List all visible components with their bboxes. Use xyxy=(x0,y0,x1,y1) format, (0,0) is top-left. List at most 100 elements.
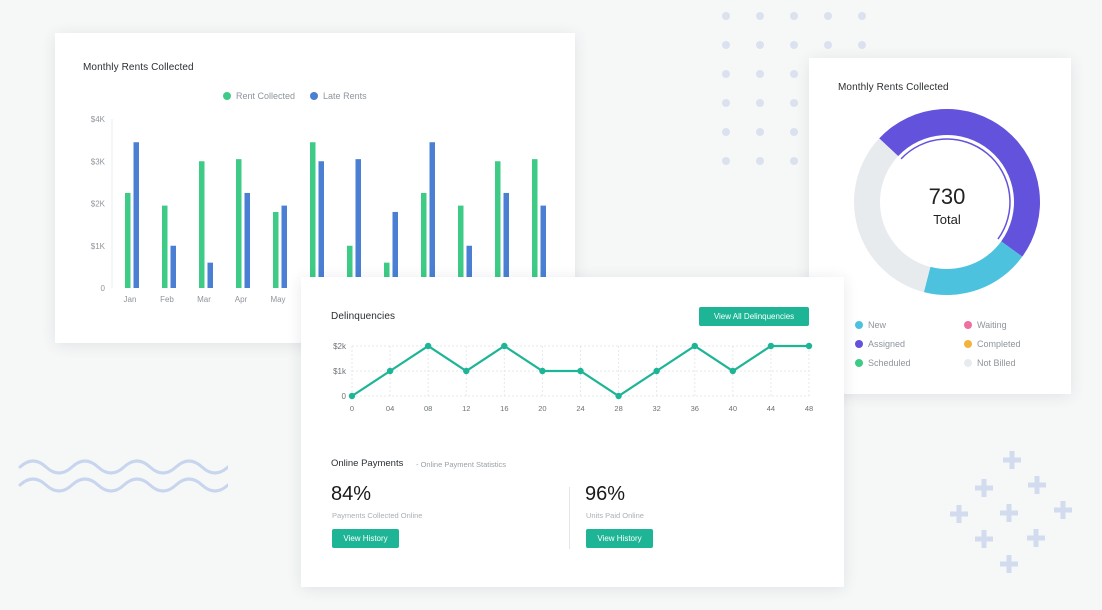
data-point xyxy=(691,342,698,350)
status-not-billed[interactable]: Not Billed xyxy=(964,358,1064,368)
bar-late-rents xyxy=(318,161,324,288)
decor-dot xyxy=(722,99,730,107)
status-label: Waiting xyxy=(977,320,1007,330)
bar-rent-collected xyxy=(347,245,353,288)
bar-late-rents xyxy=(429,142,435,288)
x-tick-label: 08 xyxy=(424,404,432,413)
data-point xyxy=(463,367,470,375)
bar-late-rents xyxy=(170,245,176,288)
new-dot-icon xyxy=(855,321,863,329)
data-point xyxy=(767,342,775,350)
bar-late-rents xyxy=(503,192,509,288)
bar-late-rents xyxy=(133,142,139,288)
bar-card-title: Monthly Rents Collected xyxy=(83,62,194,73)
delinquencies-title: Delinquencies xyxy=(331,311,396,322)
x-tick-label: Mar xyxy=(197,295,211,304)
plus-icon xyxy=(1003,451,1021,469)
data-point xyxy=(424,342,432,350)
plus-icon xyxy=(1054,501,1072,519)
y-tick-label: 0 xyxy=(342,392,347,401)
decor-dot xyxy=(790,99,798,107)
x-tick-label: 0 xyxy=(350,404,354,413)
decor-dot xyxy=(824,12,832,20)
delinquencies-card: Delinquencies View All Delinquencies 0 $1… xyxy=(301,277,844,587)
y-tick-label: $2K xyxy=(91,200,106,209)
y-tick-label: 0 xyxy=(101,284,106,293)
plus-icon xyxy=(1027,529,1045,547)
view-all-delinquencies-button[interactable]: View All Delinquencies xyxy=(699,307,809,326)
legend-late-rents[interactable]: Late Rents xyxy=(310,91,367,101)
assigned-dot-icon xyxy=(855,340,863,348)
bar-late-rents xyxy=(355,159,361,288)
decor-dot xyxy=(824,41,832,49)
scheduled-dot-icon xyxy=(855,359,863,367)
decor-dot xyxy=(790,157,798,165)
plus-icon xyxy=(975,479,993,497)
decor-dot xyxy=(756,12,764,20)
plus-icon xyxy=(1028,476,1046,494)
x-tick-label: 48 xyxy=(805,404,813,413)
bar-rent-collected xyxy=(199,161,205,288)
y-tick-label: $1K xyxy=(91,242,106,251)
view-history-button[interactable]: View History xyxy=(586,529,653,548)
bar-rent-collected xyxy=(236,159,242,288)
legend-label: Rent Collected xyxy=(236,91,296,101)
online-payments-title: Online Payments xyxy=(331,458,404,469)
decor-dot xyxy=(790,70,798,78)
donut-slice-not-billed xyxy=(854,138,931,293)
legend-rent-collected[interactable]: Rent Collected xyxy=(223,91,295,101)
x-tick-label: Apr xyxy=(235,295,248,304)
decor-dot xyxy=(722,12,730,20)
plus-decoration xyxy=(950,451,1072,573)
status-scheduled[interactable]: Scheduled xyxy=(855,358,964,368)
data-point xyxy=(577,367,584,375)
status-waiting[interactable]: Waiting xyxy=(964,320,1064,330)
bar-legend: Rent Collected Late Rents xyxy=(223,91,367,101)
plus-icon xyxy=(1000,504,1018,522)
data-point xyxy=(653,367,660,375)
not-billed-dot-icon xyxy=(964,359,972,367)
data-point xyxy=(615,392,622,400)
rent-collected-dot-icon xyxy=(223,92,231,100)
x-tick-label: 16 xyxy=(500,404,508,413)
bar-rent-collected xyxy=(125,192,131,288)
decor-dot xyxy=(722,157,730,165)
status-label: Scheduled xyxy=(868,358,911,368)
bar-late-rents xyxy=(540,205,546,288)
status-completed[interactable]: Completed xyxy=(964,339,1064,349)
data-point xyxy=(386,367,394,375)
x-tick-label: 24 xyxy=(576,404,584,413)
y-tick-label: $2k xyxy=(333,342,347,351)
status-label: Completed xyxy=(977,339,1021,349)
data-point xyxy=(348,392,356,400)
decor-dot xyxy=(722,70,730,78)
bar-late-rents xyxy=(207,262,213,288)
y-tick-label: $3K xyxy=(91,157,106,166)
status-label: Not Billed xyxy=(977,358,1016,368)
data-point xyxy=(805,342,813,350)
decor-dot xyxy=(790,41,798,49)
donut-total-label: Total xyxy=(933,212,961,227)
donut-center: 730 Total xyxy=(897,184,997,227)
units-online-label: Units Paid Online xyxy=(586,511,644,520)
bar-late-rents xyxy=(466,245,472,288)
decor-dot xyxy=(790,12,798,20)
status-label: Assigned xyxy=(868,339,906,349)
bar-rent-collected xyxy=(273,211,279,288)
status-assigned[interactable]: Assigned xyxy=(855,339,964,349)
plus-icon xyxy=(950,505,968,523)
x-tick-label: May xyxy=(270,295,285,304)
plus-icon xyxy=(975,530,993,548)
delinquency-line-chart: 0 $1k $2k 0 04 08 12 16 20 24 28 32 36 40 44 48 xyxy=(333,342,813,413)
status-label: New xyxy=(868,320,887,330)
x-tick-label: 36 xyxy=(691,404,699,413)
bar-rent-collected xyxy=(384,262,390,288)
bar-late-rents xyxy=(244,192,250,288)
online-payments-subtitle: - Online Payment Statistics xyxy=(416,460,507,469)
legend-label: Late Rents xyxy=(323,91,367,101)
status-new[interactable]: New xyxy=(855,320,964,330)
x-tick-label: Feb xyxy=(160,295,174,304)
bar-late-rents xyxy=(392,211,398,288)
bar-late-rents xyxy=(281,205,287,288)
view-history-button[interactable]: View History xyxy=(332,529,399,548)
